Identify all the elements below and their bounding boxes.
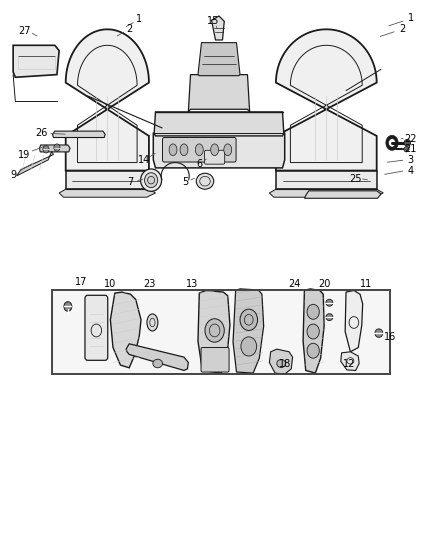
Polygon shape — [126, 344, 188, 370]
Text: 14: 14 — [138, 155, 151, 165]
Polygon shape — [212, 16, 224, 40]
Text: 2: 2 — [399, 24, 405, 34]
Text: 6: 6 — [196, 159, 202, 169]
Text: 11: 11 — [360, 279, 372, 288]
Polygon shape — [154, 112, 284, 136]
Text: 27: 27 — [18, 26, 30, 36]
Ellipse shape — [169, 144, 177, 156]
FancyBboxPatch shape — [205, 150, 225, 164]
Text: 1: 1 — [136, 14, 142, 23]
Ellipse shape — [145, 173, 158, 188]
Ellipse shape — [326, 300, 333, 306]
Text: 1: 1 — [408, 13, 414, 23]
Polygon shape — [276, 29, 377, 171]
FancyBboxPatch shape — [85, 295, 108, 360]
Text: 17: 17 — [75, 278, 88, 287]
Polygon shape — [303, 289, 324, 373]
Text: 18: 18 — [279, 359, 291, 368]
Text: 19: 19 — [18, 150, 30, 159]
Polygon shape — [198, 43, 240, 76]
Polygon shape — [269, 349, 293, 374]
Text: 2: 2 — [126, 24, 132, 34]
Ellipse shape — [404, 140, 411, 147]
Polygon shape — [269, 189, 383, 197]
Ellipse shape — [375, 329, 383, 337]
Ellipse shape — [147, 314, 158, 331]
Text: 26: 26 — [35, 128, 48, 138]
Ellipse shape — [211, 144, 219, 156]
Text: 24: 24 — [288, 279, 300, 288]
Text: 15: 15 — [207, 17, 219, 26]
Polygon shape — [341, 352, 359, 370]
Text: 21: 21 — [404, 144, 417, 154]
Polygon shape — [13, 45, 59, 77]
Polygon shape — [153, 133, 285, 168]
Ellipse shape — [196, 173, 214, 189]
Circle shape — [240, 309, 258, 330]
Text: 4: 4 — [408, 166, 414, 175]
Text: 9: 9 — [10, 170, 16, 180]
Polygon shape — [276, 171, 377, 189]
Polygon shape — [17, 151, 53, 176]
Text: 5: 5 — [182, 177, 188, 187]
Ellipse shape — [326, 313, 333, 320]
Polygon shape — [59, 189, 155, 197]
Ellipse shape — [141, 169, 162, 191]
Polygon shape — [188, 75, 250, 112]
Text: 20: 20 — [318, 279, 330, 288]
Text: 16: 16 — [384, 332, 396, 342]
Text: 13: 13 — [186, 279, 198, 288]
Polygon shape — [110, 292, 141, 368]
Circle shape — [241, 337, 257, 356]
Circle shape — [205, 319, 224, 342]
FancyBboxPatch shape — [162, 138, 236, 162]
Polygon shape — [66, 29, 149, 171]
Polygon shape — [53, 131, 105, 138]
Circle shape — [54, 144, 60, 151]
Circle shape — [307, 324, 319, 339]
Text: 12: 12 — [343, 359, 356, 368]
Ellipse shape — [224, 144, 232, 156]
Text: 3: 3 — [408, 155, 414, 165]
Text: 22: 22 — [404, 134, 417, 143]
Polygon shape — [198, 290, 230, 373]
Text: 7: 7 — [127, 177, 134, 187]
Circle shape — [307, 343, 319, 358]
Bar — [52, 290, 390, 374]
Ellipse shape — [195, 144, 203, 156]
Text: 25: 25 — [350, 174, 362, 183]
Polygon shape — [304, 191, 381, 198]
Polygon shape — [345, 290, 363, 352]
Ellipse shape — [64, 302, 72, 311]
Text: 23: 23 — [144, 279, 156, 288]
Ellipse shape — [277, 359, 286, 368]
Circle shape — [307, 304, 319, 319]
Polygon shape — [66, 171, 149, 189]
FancyBboxPatch shape — [201, 348, 229, 372]
Polygon shape — [39, 145, 70, 152]
Text: 10: 10 — [104, 279, 117, 288]
Circle shape — [43, 146, 49, 153]
Ellipse shape — [180, 144, 188, 156]
Polygon shape — [233, 289, 264, 373]
Ellipse shape — [153, 359, 162, 368]
Ellipse shape — [404, 147, 409, 152]
Bar — [52, 290, 390, 374]
